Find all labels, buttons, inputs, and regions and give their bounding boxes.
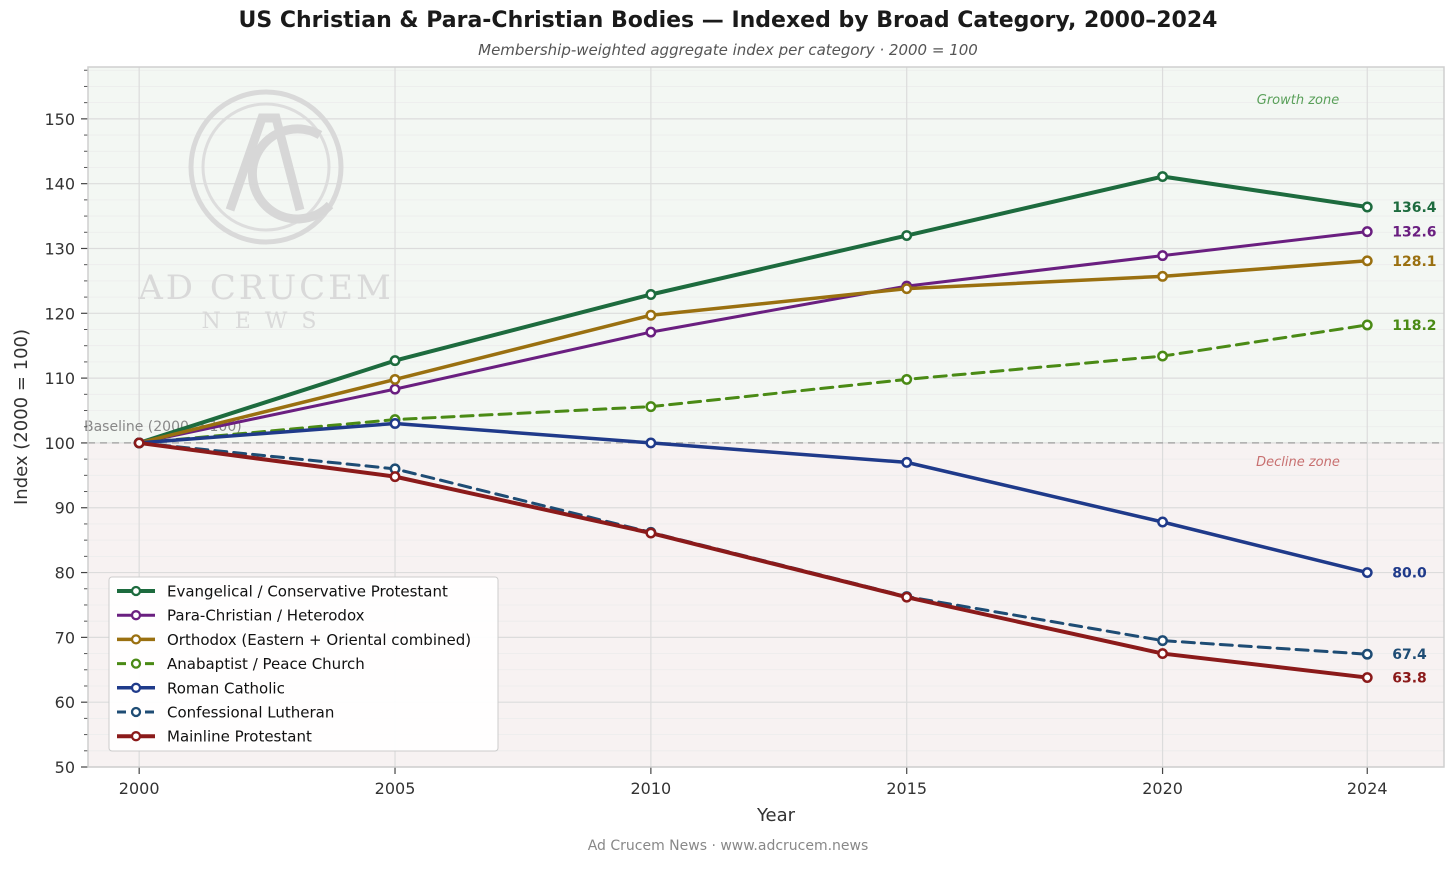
- x-tick-label: 2000: [119, 779, 160, 798]
- data-point: [389, 355, 401, 367]
- y-axis-title: Index (2000 = 100): [11, 329, 32, 505]
- x-axis-title: Year: [756, 805, 796, 826]
- data-point: [645, 401, 657, 413]
- legend-marker: [130, 634, 142, 645]
- y-tick-label: 150: [44, 110, 75, 129]
- x-tick-label: 2010: [631, 779, 672, 798]
- series-1: 136.4: [133, 171, 1437, 449]
- y-tick-label: 120: [44, 304, 75, 323]
- legend-label: Evangelical / Conservative Protestant: [167, 583, 448, 601]
- y-tick-label: 130: [44, 239, 75, 258]
- y-tick-label: 100: [44, 434, 75, 453]
- y-tick-label: 110: [44, 369, 75, 388]
- data-point: [389, 471, 401, 483]
- legend-marker: [130, 706, 142, 718]
- data-point: [1157, 516, 1169, 528]
- x-tick-label: 2015: [886, 779, 927, 798]
- end-value-label: 118.2: [1392, 318, 1436, 334]
- data-point: [901, 230, 913, 241]
- axes: 50 60 70 80 90 100 110 120 130 140 150 2000 2005 2010…: [11, 66, 1445, 826]
- data-point: [1157, 270, 1169, 282]
- legend-marker: [130, 682, 142, 693]
- data-point: [1361, 319, 1373, 331]
- series-line: [137, 259, 1369, 445]
- data-point: [1157, 635, 1169, 647]
- growth-zone-shading: [88, 67, 1444, 443]
- x-tick-label: 2020: [1142, 779, 1183, 798]
- data-point: [901, 373, 913, 385]
- chart-subtitle: Membership-weighted aggregate index per …: [478, 41, 978, 59]
- growth-zone-label: Growth zone: [1257, 93, 1340, 108]
- y-tick-label: 140: [44, 175, 75, 194]
- end-value-label: 132.6: [1392, 225, 1436, 241]
- data-point: [1157, 171, 1169, 182]
- legend-label: Mainline Protestant: [167, 728, 312, 746]
- data-point: [901, 283, 913, 295]
- data-point: [389, 418, 401, 429]
- data-point: [1361, 567, 1373, 579]
- series-layer: 136.4 132.6 128.1 118.2 80.0 67.4 63.8: [133, 171, 1437, 687]
- chart-title: US Christian & Para-Christian Bodies — I…: [238, 8, 1218, 33]
- series-line: [137, 230, 1369, 445]
- y-tick-label: 60: [55, 693, 75, 712]
- data-point: [645, 326, 657, 338]
- watermark-logo: AD CRUCEM NEWS: [137, 89, 394, 334]
- legend-marker: [130, 731, 142, 742]
- series-line: [137, 174, 1370, 445]
- legend-marker: [130, 610, 142, 621]
- data-point: [133, 437, 145, 449]
- legend-marker: [130, 585, 142, 597]
- end-value-label: 80.0: [1392, 566, 1427, 582]
- watermark-line1: AD CRUCEM: [137, 268, 394, 308]
- data-point: [901, 591, 913, 603]
- data-point: [1361, 672, 1373, 684]
- plot-frame: [87, 66, 1445, 768]
- end-value-label: 136.4: [1392, 200, 1437, 216]
- data-point: [1361, 648, 1373, 660]
- data-point: [389, 373, 401, 385]
- legend-label: Anabaptist / Peace Church: [167, 655, 365, 673]
- data-point: [645, 527, 657, 539]
- legend-box: [108, 576, 499, 752]
- y-tick-label: 90: [55, 499, 75, 518]
- legend-label: Confessional Lutheran: [167, 704, 334, 722]
- data-point: [1157, 350, 1169, 362]
- data-point: [389, 383, 401, 395]
- legend-label: Orthodox (Eastern + Oriental combined): [167, 631, 471, 649]
- data-point: [645, 289, 657, 300]
- x-tick-label: 2005: [375, 779, 416, 798]
- y-tick-label: 50: [55, 758, 75, 777]
- data-point: [901, 456, 913, 468]
- y-tick-label: 80: [55, 564, 75, 583]
- data-point: [1361, 255, 1373, 267]
- data-point: [645, 437, 657, 449]
- decline-zone-label: Decline zone: [1256, 455, 1340, 470]
- legend-label: Roman Catholic: [167, 679, 285, 697]
- series-line: [137, 440, 1370, 680]
- legend-label: Para-Christian / Heterodox: [167, 607, 365, 625]
- data-point: [1157, 250, 1169, 262]
- x-tick-label: 2024: [1347, 779, 1388, 798]
- end-value-label: 67.4: [1392, 647, 1427, 663]
- data-point: [1361, 226, 1373, 238]
- end-value-label: 128.1: [1392, 254, 1436, 270]
- legend-marker: [130, 658, 142, 669]
- series-line: [137, 421, 1369, 575]
- series-7: 63.8: [133, 437, 1427, 687]
- footer-credit: Ad Crucem News · www.adcrucem.news: [587, 838, 869, 854]
- data-point: [1361, 201, 1373, 213]
- data-point: [1157, 648, 1169, 660]
- watermark-line2: NEWS: [202, 309, 331, 334]
- legend: Evangelical / Conservative Protestant Par…: [108, 576, 499, 752]
- y-tick-label: 70: [55, 628, 75, 647]
- end-value-label: 63.8: [1392, 671, 1427, 687]
- data-point: [645, 309, 657, 321]
- series-line: [137, 323, 1369, 445]
